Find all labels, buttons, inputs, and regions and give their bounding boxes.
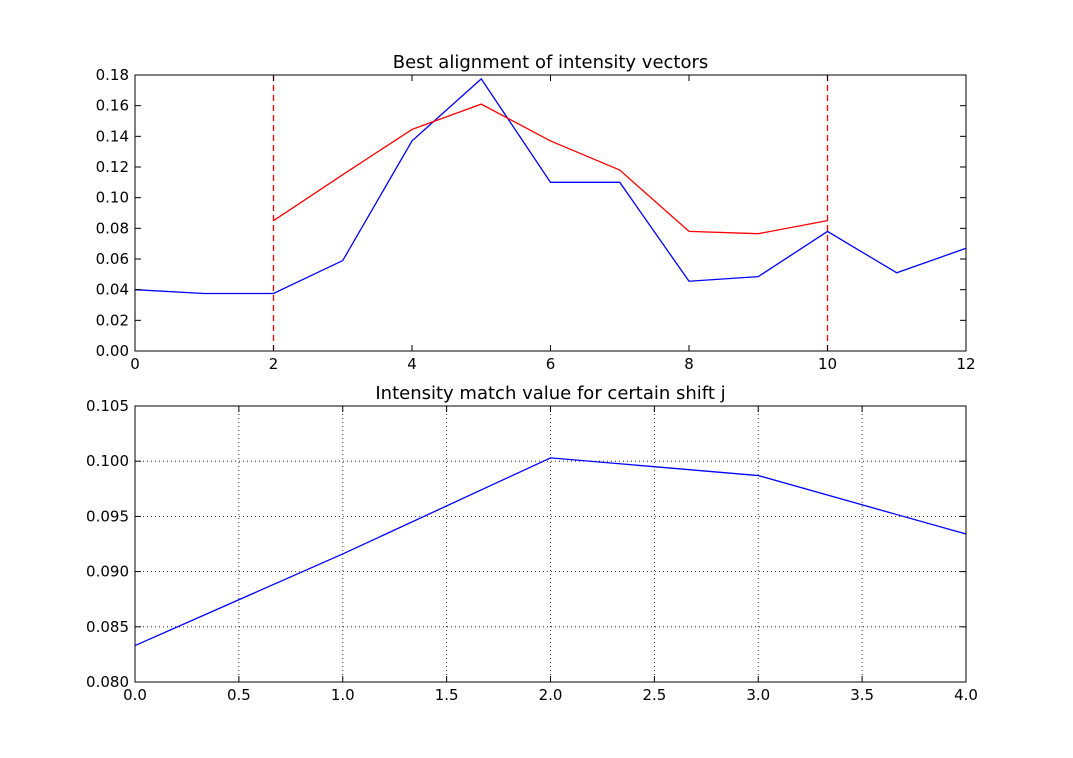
y-tick-label: 0.04 xyxy=(96,281,129,299)
y-tick-label: 0.080 xyxy=(86,673,129,691)
x-tick-label: 1.5 xyxy=(435,686,459,704)
y-tick-label: 0.105 xyxy=(86,397,129,415)
x-tick-label: 4 xyxy=(407,355,417,373)
x-tick-label: 1.0 xyxy=(331,686,355,704)
x-tick-label: 4.0 xyxy=(954,686,978,704)
series-line-blue xyxy=(134,77,967,295)
y-tick-label: 0.085 xyxy=(86,618,129,636)
x-tick-label: 10 xyxy=(818,355,837,373)
y-tick-label: 0.00 xyxy=(96,342,129,360)
x-tick-label: 2.0 xyxy=(539,686,563,704)
x-tick-label: 0.5 xyxy=(227,686,251,704)
x-tick-label: 3.5 xyxy=(850,686,874,704)
x-tick-label: 0.0 xyxy=(123,686,147,704)
x-tick-label: 12 xyxy=(956,355,975,373)
chart-title: Intensity match value for certain shift … xyxy=(375,383,725,404)
x-tick-label: 3.0 xyxy=(746,686,770,704)
y-tick-label: 0.14 xyxy=(96,127,129,145)
x-tick-label: 2 xyxy=(269,355,279,373)
y-tick-label: 0.090 xyxy=(86,563,129,581)
y-tick-label: 0.095 xyxy=(86,507,129,525)
top-chart: Best alignment of intensity vectors 0 2 4 6 8… xyxy=(96,52,976,373)
x-tick-label: 8 xyxy=(684,355,694,373)
y-tick-label: 0.18 xyxy=(96,66,129,84)
series-line-blue xyxy=(134,457,967,647)
x-tick-label: 0 xyxy=(130,355,140,373)
y-tick-label: 0.10 xyxy=(96,189,129,207)
y-tick-label: 0.100 xyxy=(86,452,129,470)
x-tick-label: 6 xyxy=(546,355,556,373)
bottom-chart: Intensity match value for certain shift … xyxy=(86,383,978,704)
chart-title: Best alignment of intensity vectors xyxy=(393,52,709,73)
y-tick-label: 0.16 xyxy=(96,97,129,115)
x-tick-label: 2.5 xyxy=(642,686,666,704)
y-tick-label: 0.12 xyxy=(96,158,129,176)
y-tick-label: 0.08 xyxy=(96,219,129,237)
y-tick-label: 0.06 xyxy=(96,250,129,268)
y-tick-label: 0.02 xyxy=(96,311,129,329)
series-line-red xyxy=(273,103,828,235)
